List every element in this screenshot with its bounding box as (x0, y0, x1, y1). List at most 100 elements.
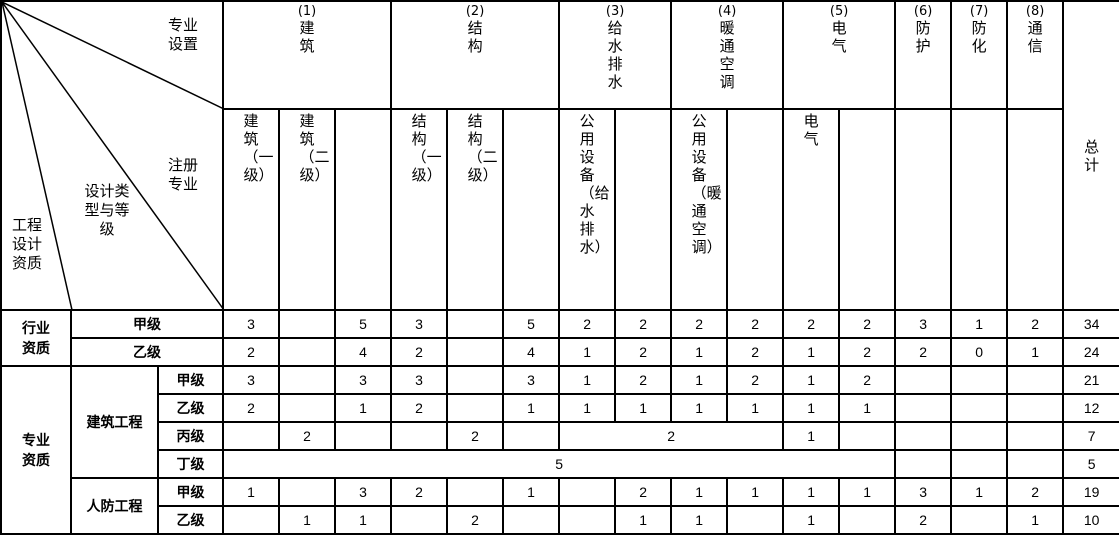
value-cell (446, 477, 505, 507)
diagonal-lines (3, 3, 222, 308)
value-cell: 1 (782, 365, 841, 395)
value-cell: 0 (950, 337, 1009, 367)
group-number: (6) (913, 4, 933, 19)
group-number: (1) (297, 4, 317, 19)
value-cell: 1 (670, 505, 729, 535)
sub-header-label: 公用设备（给水排水） (579, 112, 610, 256)
diagonal-line-1 (3, 3, 222, 109)
value-cell: 2 (894, 337, 953, 367)
value-cell: 1 (1006, 337, 1065, 367)
value-cell (950, 365, 1009, 395)
sub-header-5: 结构（二级） (446, 108, 505, 311)
value-cell (950, 505, 1009, 535)
value-cell: 2 (446, 505, 505, 535)
value-cell (1006, 449, 1065, 479)
value-cell: 1 (838, 477, 897, 507)
value-cell: 2 (670, 309, 729, 339)
table-row: 专业资质 建筑工程 甲级 3 3 3 3 1 2 1 2 1 2 21 (0, 365, 1119, 535)
section-building: 建筑工程 (70, 365, 159, 479)
group-name: 暖通空调 (719, 19, 735, 91)
grade-label: 甲级 (156, 477, 225, 507)
value-cell: 2 (726, 337, 785, 367)
group-name: 建筑 (299, 19, 315, 55)
value-cell (1006, 393, 1065, 423)
value-cell (278, 309, 337, 339)
group-header-4: (4) 暖通空调 (670, 0, 785, 110)
table-row: 丁级 5 5 (1, 449, 1119, 479)
table-row: 人防工程 甲级 1 3 2 1 2 1 1 1 1 3 1 2 19 (1, 477, 1119, 535)
value-cell: 2 (614, 477, 673, 507)
value-cell (278, 477, 337, 507)
value-cell: 1 (950, 309, 1009, 339)
value-cell: 2 (446, 421, 505, 451)
value-cell: 2 (390, 393, 449, 423)
sub-header-label: 结构（一级） (411, 112, 442, 184)
grade-label: 丙级 (156, 421, 225, 451)
value-cell: 3 (334, 365, 393, 395)
value-cell (502, 505, 561, 535)
value-cell (278, 365, 337, 395)
value-cell (222, 421, 281, 451)
value-cell (446, 393, 505, 423)
grade-label: 丁级 (156, 449, 225, 479)
table-row: 行业资质 甲级 3 5 3 5 2 2 2 2 2 2 3 1 2 34 (0, 309, 1119, 367)
value-cell: 2 (838, 365, 897, 395)
table-row: 丙级 2 2 2 1 7 (1, 421, 1119, 451)
sub-header-label: 公用设备（暖通空调） (691, 112, 722, 256)
grade-label: 甲级 (156, 365, 225, 395)
corner-registered-specialty: 注册专业 (168, 156, 199, 193)
value-cell (726, 505, 785, 535)
total-cell: 12 (1062, 393, 1119, 423)
qualification-table: 专业设置 注册专业 设计类型与等级 工程设计资质 (1) 建筑 (2) 结构 (3) 给水… (0, 0, 1119, 535)
group-number: (3) (605, 4, 625, 19)
group-header-7: (7) 防化 (950, 0, 1009, 110)
value-cell: 2 (1006, 477, 1065, 507)
value-cell: 3 (222, 309, 281, 339)
value-cell (278, 337, 337, 367)
value-cell: 1 (950, 477, 1009, 507)
value-cell (950, 421, 1009, 451)
total-cell: 7 (1062, 421, 1119, 451)
total-cell: 34 (1062, 309, 1119, 339)
grade-label: 乙级 (156, 393, 225, 423)
value-cell (894, 365, 953, 395)
value-cell: 1 (782, 393, 841, 423)
group-name: 通信 (1027, 19, 1043, 55)
total-label: 总计 (1084, 137, 1100, 174)
value-cell: 1 (670, 393, 729, 423)
value-cell: 1 (838, 393, 897, 423)
value-cell (894, 449, 953, 479)
value-cell: 2 (222, 337, 281, 367)
value-cell: 2 (726, 309, 785, 339)
corner-header-cell: 专业设置 注册专业 设计类型与等级 工程设计资质 (0, 0, 225, 311)
value-cell: 2 (558, 309, 617, 339)
value-cell: 2 (390, 337, 449, 367)
group-name: 给水排水 (607, 19, 623, 91)
value-cell (334, 421, 393, 451)
value-cell (894, 421, 953, 451)
value-cell (838, 505, 897, 535)
value-cell: 2 (614, 365, 673, 395)
value-cell: 1 (502, 477, 561, 507)
value-cell: 3 (502, 365, 561, 395)
value-cell: 2 (614, 337, 673, 367)
section-industry: 行业资质 (0, 309, 72, 367)
sub-header-6 (502, 108, 561, 311)
group-header-5: (5) 电气 (782, 0, 897, 110)
diagonal-line-3 (3, 3, 73, 308)
grade-label: 甲级 (69, 309, 225, 339)
group-header-6: (6) 防护 (894, 0, 953, 110)
value-cell: 2 (726, 365, 785, 395)
value-cell: 1 (334, 393, 393, 423)
total-cell: 19 (1062, 477, 1119, 507)
group-name: 防护 (915, 19, 931, 55)
group-name: 防化 (971, 19, 987, 55)
value-cell: 3 (222, 365, 281, 395)
corner-specialty-setting: 专业设置 (168, 16, 199, 53)
value-cell: 2 (894, 505, 953, 535)
value-cell: 2 (782, 309, 841, 339)
value-cell: 1 (558, 393, 617, 423)
value-cell (1006, 365, 1065, 395)
value-cell: 5 (334, 309, 393, 339)
group-number: (7) (969, 4, 989, 19)
